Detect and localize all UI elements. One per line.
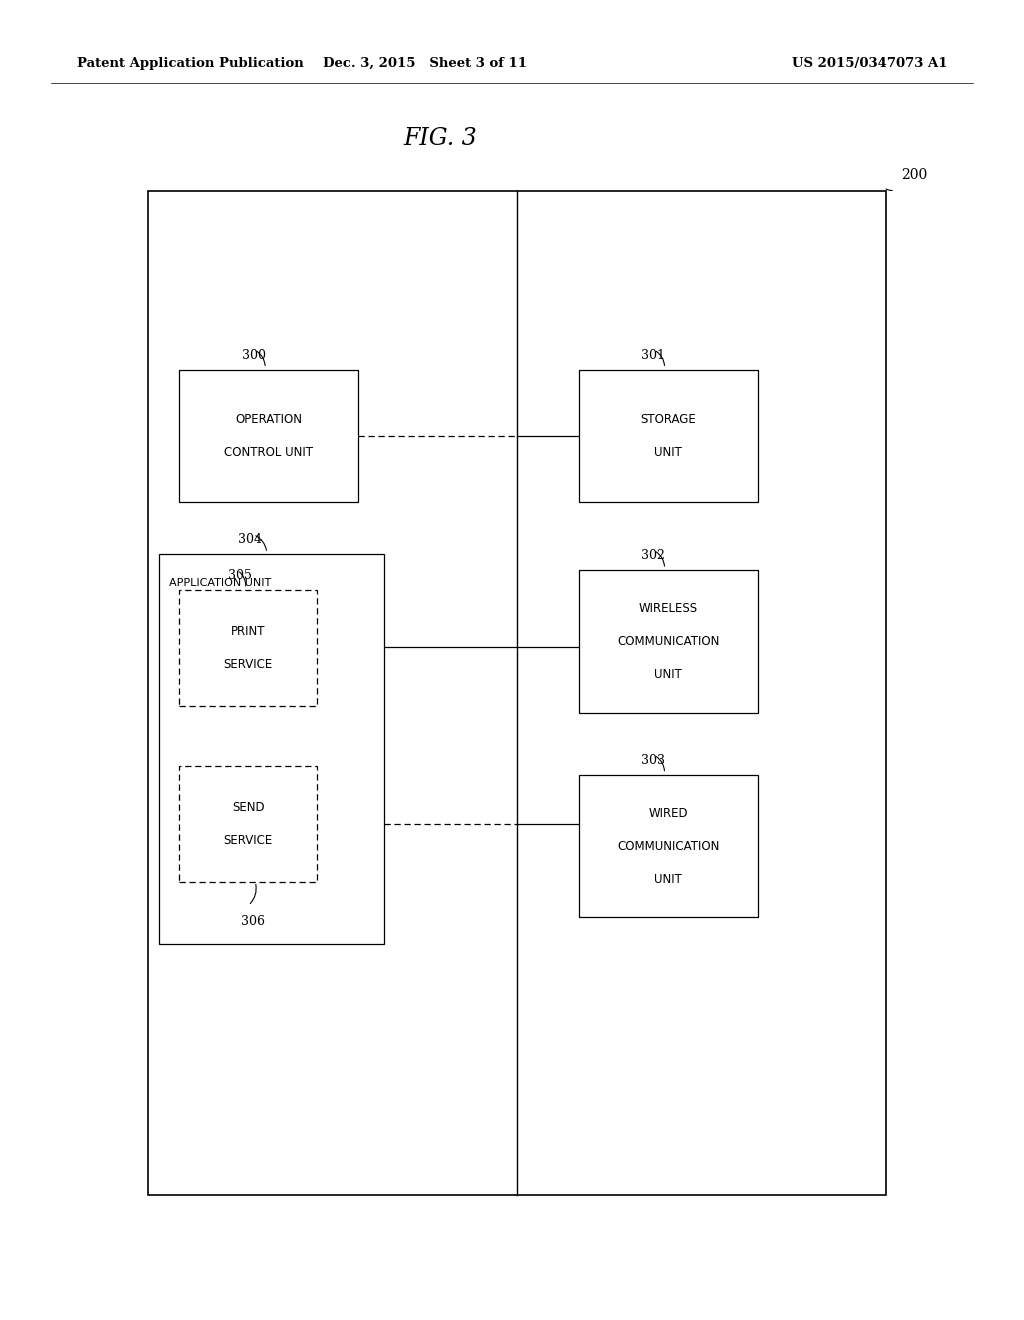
Text: SERVICE: SERVICE	[223, 659, 273, 671]
Text: 302: 302	[641, 549, 666, 562]
Text: PRINT: PRINT	[231, 626, 265, 638]
Text: OPERATION: OPERATION	[236, 413, 302, 425]
Text: 304: 304	[238, 533, 261, 546]
Text: STORAGE: STORAGE	[640, 413, 696, 425]
Text: 300: 300	[242, 348, 266, 362]
Bar	[159, 554, 384, 944]
Text: US 2015/0347073 A1: US 2015/0347073 A1	[792, 57, 947, 70]
Text: 200: 200	[901, 168, 928, 182]
Bar	[179, 766, 317, 882]
Text: SERVICE: SERVICE	[223, 834, 273, 846]
Bar	[579, 370, 758, 502]
Bar	[179, 590, 317, 706]
Text: COMMUNICATION: COMMUNICATION	[617, 635, 719, 648]
Text: WIRED: WIRED	[648, 807, 688, 820]
Text: UNIT: UNIT	[654, 873, 682, 886]
Text: WIRELESS: WIRELESS	[639, 602, 697, 615]
Bar	[179, 370, 358, 502]
Text: 306: 306	[242, 915, 265, 928]
Text: UNIT: UNIT	[654, 446, 682, 458]
Text: SEND: SEND	[232, 801, 264, 813]
Text: UNIT: UNIT	[654, 668, 682, 681]
Text: APPLICATION UNIT: APPLICATION UNIT	[169, 578, 271, 589]
Text: COMMUNICATION: COMMUNICATION	[617, 840, 719, 853]
Text: 303: 303	[641, 754, 666, 767]
Bar	[579, 570, 758, 713]
Bar	[148, 191, 886, 1195]
Text: Patent Application Publication: Patent Application Publication	[77, 57, 303, 70]
Text: 301: 301	[641, 348, 666, 362]
Text: Dec. 3, 2015   Sheet 3 of 11: Dec. 3, 2015 Sheet 3 of 11	[323, 57, 527, 70]
Text: FIG. 3: FIG. 3	[403, 127, 477, 150]
Text: CONTROL UNIT: CONTROL UNIT	[224, 446, 313, 458]
Bar	[579, 775, 758, 917]
Text: 305: 305	[227, 569, 252, 582]
